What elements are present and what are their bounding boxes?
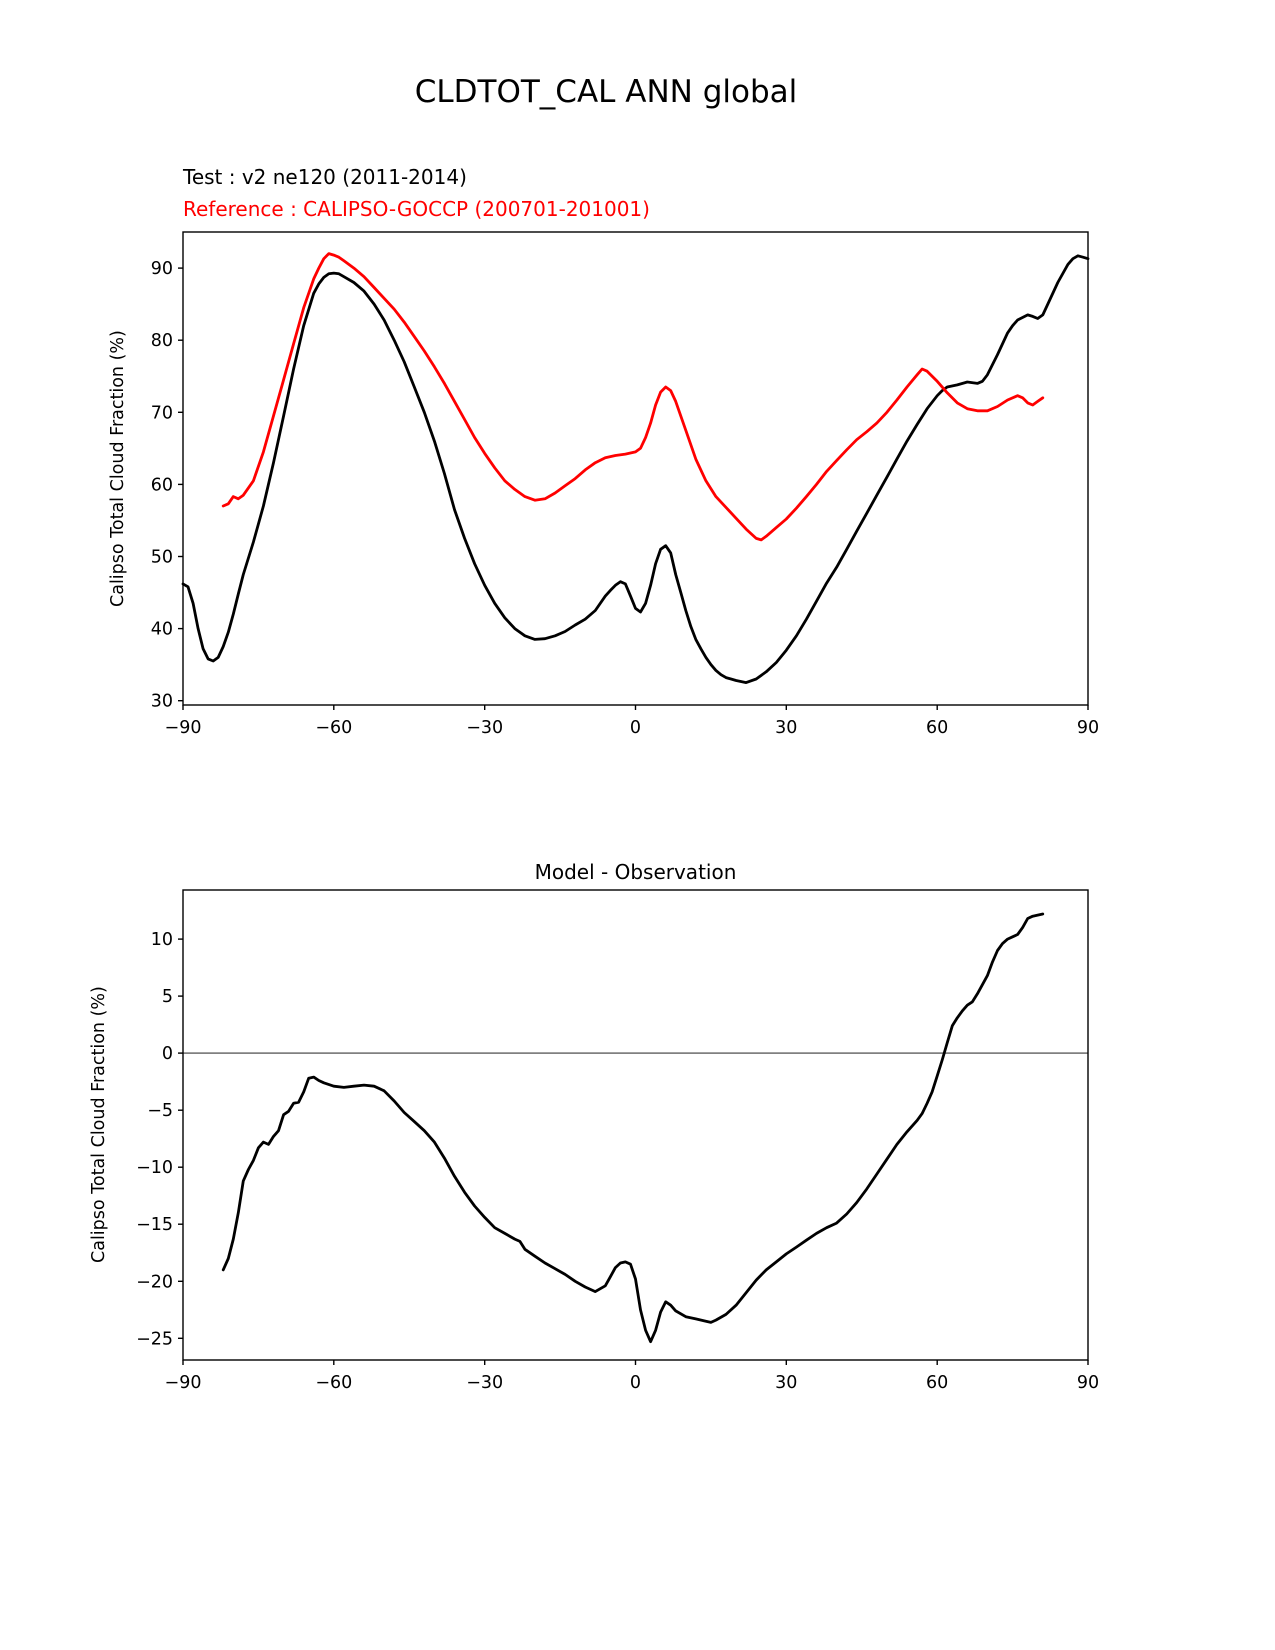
- series-test: [181, 254, 1090, 684]
- y-tick-label: 30: [151, 692, 173, 712]
- y-tick-label: −5: [147, 1101, 173, 1121]
- y-tick-label: −10: [136, 1158, 173, 1178]
- legend-test-label: Test : v2 ne120 (2011-2014): [183, 165, 467, 189]
- axes-frame: [182, 231, 1089, 706]
- y-tick-label: 80: [151, 331, 173, 351]
- axes-frame: [182, 889, 1089, 1361]
- top-panel: −90 −60 −30 0 30 60 90 30 40 50 60 70 80 90: [151, 231, 1099, 738]
- y-tick-label: −20: [136, 1272, 173, 1292]
- y-tick-label: 60: [151, 475, 173, 495]
- y-tick-label: 0: [162, 1044, 173, 1064]
- x-tick-label: 90: [1077, 718, 1099, 738]
- y-tick-label: 5: [162, 987, 173, 1007]
- x-tick-label: 0: [630, 718, 641, 738]
- x-tick-label: 30: [775, 1373, 797, 1393]
- figure-title: CLDTOT_CAL ANN global: [414, 74, 798, 110]
- legend-reference-label: Reference : CALIPSO-GOCCP (200701-201001…: [183, 197, 650, 221]
- x-tick-label: −30: [466, 718, 503, 738]
- x-tick-label: 90: [1077, 1373, 1099, 1393]
- x-tick-label: −60: [315, 718, 352, 738]
- x-tick-label: 60: [926, 718, 948, 738]
- x-tick-label: −60: [315, 1373, 352, 1393]
- x-tick-label: −90: [165, 718, 202, 738]
- y-tick-label: 10: [151, 930, 173, 950]
- bottom-panel-title: Model - Observation: [534, 860, 737, 884]
- series-model-minus-observation: [221, 912, 1045, 1344]
- y-tick-label: −25: [136, 1329, 173, 1349]
- x-tick-label: 60: [926, 1373, 948, 1393]
- x-tick-label: 30: [775, 718, 797, 738]
- y-tick-label: 50: [151, 548, 173, 568]
- bottom-panel: −90 −60 −30 0 30 60 90 −25 −20 −15 −10 −5 0 5 10: [136, 889, 1099, 1393]
- y-tick-label: 40: [151, 620, 173, 640]
- y-tick-label: 70: [151, 403, 173, 423]
- x-tick-label: −30: [466, 1373, 503, 1393]
- x-tick-label: −90: [165, 1373, 202, 1393]
- x-tick-label: 0: [630, 1373, 641, 1393]
- y-tick-label: −15: [136, 1215, 173, 1235]
- y-tick-label: 90: [151, 259, 173, 279]
- series-reference: [221, 252, 1045, 542]
